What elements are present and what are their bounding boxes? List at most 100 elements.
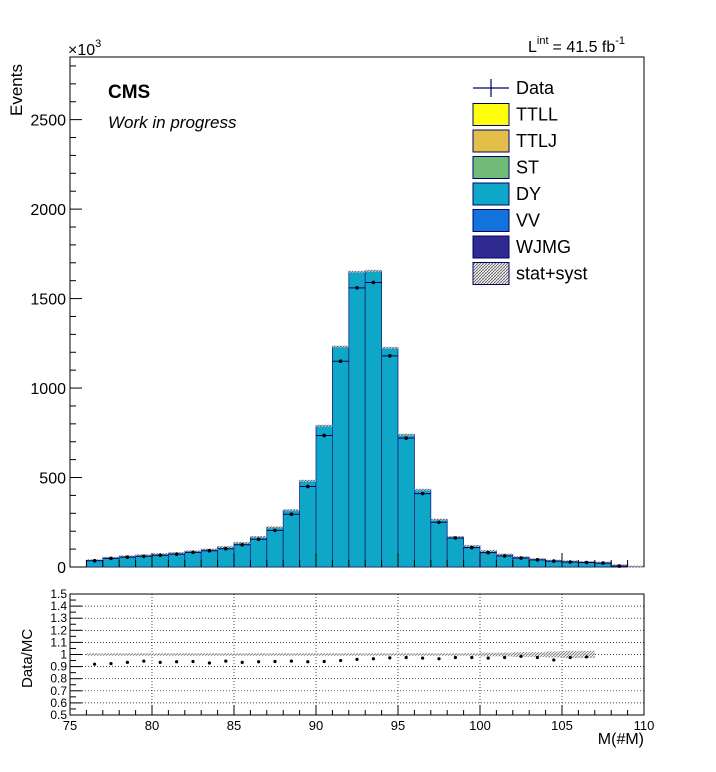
bar-dy [249, 536, 268, 568]
ratio-band-bin [119, 653, 136, 656]
ratio-point [585, 655, 589, 659]
ratio-point [158, 660, 162, 664]
bar-dy [266, 526, 284, 568]
ratio-point [371, 657, 375, 661]
ratio-point [519, 654, 523, 658]
ratio-point [142, 659, 146, 663]
data-point [109, 556, 113, 561]
data-point [437, 520, 441, 525]
data-point [568, 560, 572, 564]
ratio-band-bin [562, 650, 579, 659]
y-scale-factor: ×103 [68, 38, 101, 59]
ratio-y-tick-label: 1.4 [50, 599, 67, 613]
stat-syst-band [398, 433, 415, 436]
x-axis-ticks [69, 553, 645, 567]
ratio-y-tick-label: 0.9 [50, 660, 67, 674]
ratio-band-bin [102, 653, 120, 656]
ratio-point [125, 660, 129, 664]
legend-label: ST [516, 158, 539, 178]
legend-swatch-vv [472, 209, 510, 232]
ratio-band-bin [447, 653, 464, 656]
x-tick-label: 105 [551, 718, 573, 733]
ratio-y-ticks: 0.50.60.70.80.911.11.21.31.41.5 [50, 587, 82, 722]
ratio-band-bin [529, 652, 546, 657]
ratio-y-tick-label: 0.6 [50, 696, 67, 710]
stat-syst-band [299, 479, 316, 482]
stat-syst-band [266, 526, 284, 529]
x-axis-label: M(#M) [598, 731, 644, 748]
ratio-band-bin [135, 653, 152, 656]
ratio-point [207, 661, 211, 665]
ratio-y-tick-label: 1.1 [50, 635, 67, 649]
ratio-band-bin [86, 653, 103, 656]
ratio-uncertainty-band [86, 650, 595, 659]
ratio-band-bin [512, 652, 530, 657]
data-point [125, 555, 130, 559]
ratio-point [306, 660, 310, 664]
stat-syst-band [250, 535, 267, 538]
legend-swatch-ttll [472, 103, 510, 126]
ratio-points [93, 654, 589, 666]
ratio-band-bin [217, 653, 234, 656]
ratio-point [109, 661, 113, 666]
ratio-band-bin [365, 653, 382, 656]
ratio-band-bin [152, 653, 169, 656]
data-point [552, 559, 556, 563]
data-point [306, 484, 310, 489]
ratio-x-ticks: 75 80 85 90 95 100 105 110 [63, 705, 654, 733]
data-point [453, 536, 458, 540]
status-label: Work in progress [108, 113, 237, 132]
data-point [207, 548, 212, 553]
ratio-point [257, 660, 261, 664]
ratio-band-bin [496, 652, 513, 657]
bar-dy [397, 434, 415, 568]
data-points [86, 280, 628, 568]
ratio-band-bin [545, 651, 562, 658]
legend-label: TTLL [516, 105, 558, 125]
ratio-band-bin [168, 653, 185, 656]
data-point [486, 550, 491, 555]
ratio-band-bin [266, 653, 284, 656]
ratio-band-bin [348, 653, 366, 656]
x-tick-label: 95 [391, 718, 405, 733]
ratio-point [404, 655, 408, 660]
legend-label: WJMG [516, 237, 571, 257]
ratio-point [388, 656, 392, 660]
data-point [519, 556, 523, 560]
legend-swatch-dy [472, 182, 510, 206]
ratio-band-bin [578, 650, 595, 659]
ratio-band-bin [398, 653, 415, 656]
x-tick-label: 100 [469, 718, 491, 733]
ratio-point [453, 655, 457, 660]
ratio-point [552, 658, 556, 662]
x-tick-label: 85 [227, 718, 241, 733]
ratio-point [486, 656, 490, 660]
ratio-panel: 0.50.60.70.80.911.11.21.31.41.5 75 80 85 90… [19, 587, 654, 748]
data-point [273, 528, 277, 533]
y-tick-label: 500 [39, 471, 66, 488]
data-point [502, 554, 507, 558]
stat-syst-band [332, 345, 349, 348]
data-point [322, 433, 327, 438]
stat-syst-band [627, 565, 644, 568]
ratio-band-bin [430, 653, 448, 656]
legend-label: stat+syst [516, 264, 588, 284]
data-point [535, 558, 540, 562]
data-point [191, 550, 195, 555]
ratio-band-bin [480, 652, 497, 657]
stat-syst-band [316, 424, 333, 427]
data-point [92, 558, 97, 563]
bar-dy [331, 346, 350, 568]
ratio-point [568, 655, 572, 660]
ratio-y-tick-label: 0.5 [50, 708, 67, 722]
ratio-y-tick-label: 1.3 [50, 611, 67, 625]
data-point [470, 545, 474, 550]
legend-label: DY [516, 184, 541, 204]
y-tick-label: 0 [57, 560, 66, 577]
ratio-band-bin [201, 653, 218, 656]
ratio-point [535, 655, 540, 660]
y-axis-ticks: 0 500 1000 1500 2000 2500 [30, 65, 82, 577]
stat-syst-band [283, 509, 300, 512]
ratio-point [240, 660, 244, 664]
